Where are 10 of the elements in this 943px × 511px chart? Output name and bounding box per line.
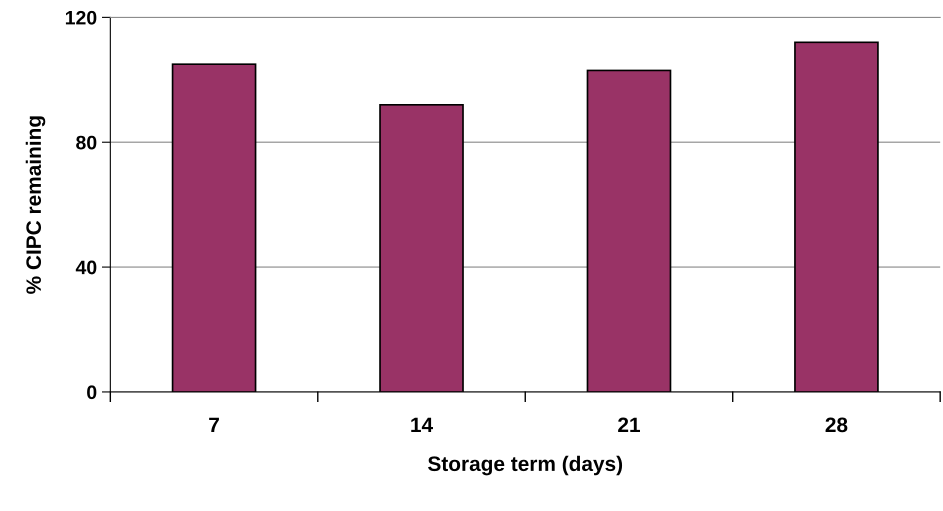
x-tick-label: 7 [209,418,219,432]
x-tick-label: 28 [826,417,848,432]
y-tick-label: 0 [87,385,96,400]
x-axis-title: Storage term (days) [428,456,622,476]
y-tick-label: 80 [76,136,96,150]
x-tick-label: 21 [618,417,640,432]
x-tick-label: 14 [411,418,433,432]
y-axis-title: % CIPC remaining [26,116,46,294]
y-tick-label: 40 [76,260,96,274]
y-tick-label: 120 [66,10,96,25]
